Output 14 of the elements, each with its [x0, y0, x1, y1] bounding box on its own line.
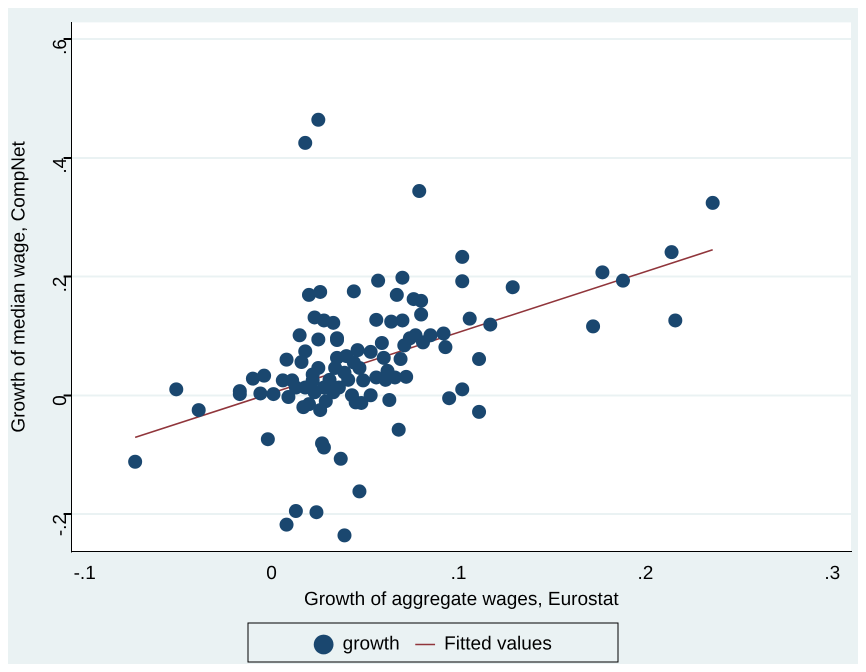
- x-axis-title: Growth of aggregate wages, Eurostat: [304, 588, 620, 610]
- x-tick-label: .1: [450, 563, 466, 584]
- y-axis-title: Growth of median wage, CompNet: [8, 140, 30, 433]
- y-tick-label: .4: [50, 157, 71, 174]
- x-tick-label: -.1: [74, 563, 96, 584]
- legend-label: growth: [342, 634, 400, 655]
- y-tick-label: 0: [50, 395, 71, 406]
- x-tick-label: 0: [266, 563, 277, 584]
- x-tick-label: .3: [824, 563, 840, 584]
- y-tick-label: .2: [50, 276, 71, 292]
- y-tick-label: .6: [50, 39, 71, 55]
- legend-label: Fitted values: [444, 634, 552, 655]
- x-tick-label: .2: [637, 563, 654, 584]
- y-tick-label: -.2: [50, 514, 71, 536]
